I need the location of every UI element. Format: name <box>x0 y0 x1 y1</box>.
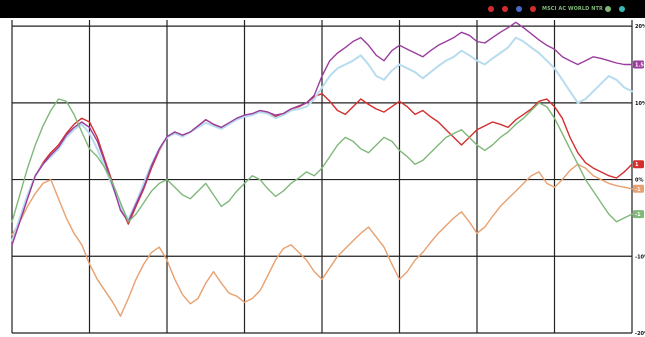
series-end-label: 1 <box>635 162 639 168</box>
legend-swatch <box>502 6 509 12</box>
series-line <box>11 163 633 317</box>
y-tick-label: 10% <box>635 101 645 107</box>
legend-swatch <box>530 6 537 12</box>
series-line <box>11 98 633 223</box>
chart-legend: MSCI AC WORLD NTR <box>486 4 625 14</box>
legend-label: MSCI AC WORLD NTR <box>542 6 603 12</box>
chart-topbar <box>0 0 645 18</box>
series-end-label: -1 <box>635 212 641 218</box>
series-end-marker <box>633 210 644 219</box>
legend-item <box>500 6 509 12</box>
y-axis-ticks: 20% 10% 0% -10% -20% <box>635 24 645 337</box>
series-end-label: -1 <box>635 187 641 193</box>
legend-swatch <box>619 6 625 12</box>
y-tick-label: 20% <box>635 24 645 30</box>
legend-item <box>617 6 625 12</box>
y-tick-label: -10% <box>635 254 645 260</box>
y-tick-label: 0% <box>635 178 644 184</box>
legend-swatch <box>605 6 611 12</box>
legend-swatch <box>488 6 495 12</box>
y-tick-label: -20% <box>635 331 645 337</box>
series-end-labels: -1 1 1.5 -1 <box>633 60 644 219</box>
legend-item <box>528 6 537 12</box>
series-end-marker <box>633 160 644 169</box>
series-end-marker <box>633 60 644 69</box>
legend-item <box>486 6 495 12</box>
gridlines <box>11 20 633 334</box>
legend-item <box>514 6 523 12</box>
series-group <box>11 21 633 317</box>
series-end-marker <box>633 184 644 193</box>
series-line <box>11 21 633 246</box>
series-end-label: 1.5 <box>635 62 644 68</box>
legend-swatch <box>516 6 523 12</box>
legend-item: MSCI AC WORLD NTR <box>542 4 611 14</box>
